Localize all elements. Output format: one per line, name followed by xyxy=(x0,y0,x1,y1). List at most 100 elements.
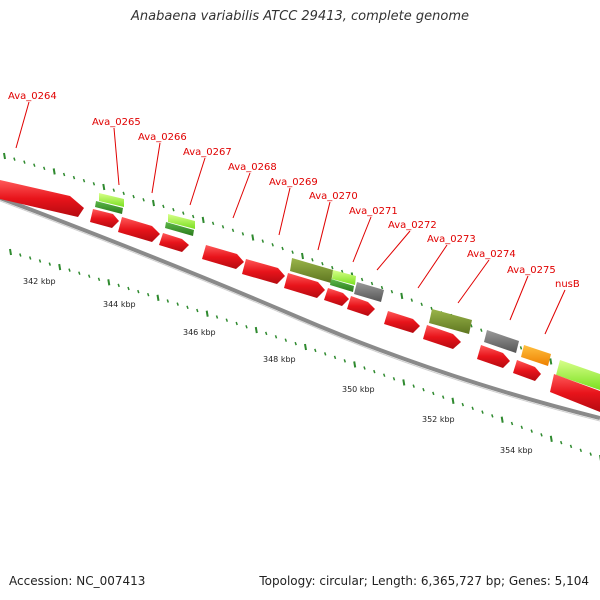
minor-tick xyxy=(470,324,473,328)
feature-dark-green[interactable] xyxy=(330,279,354,292)
genome-summary: Topology: circular; Length: 6,365,727 bp… xyxy=(259,574,589,588)
feature-lime[interactable] xyxy=(332,270,356,285)
minor-tick xyxy=(117,283,120,288)
minor-tick xyxy=(33,163,36,167)
feature-lime[interactable] xyxy=(168,214,195,229)
minor-tick xyxy=(221,225,225,229)
gene-label-nusb[interactable]: nusB xyxy=(555,279,580,290)
gene-arrow[interactable] xyxy=(159,233,189,252)
minor-tick xyxy=(510,421,514,426)
feature-gray[interactable] xyxy=(484,330,519,353)
minor-tick xyxy=(82,178,86,183)
gene-arrow[interactable] xyxy=(0,180,84,217)
gene-arrow[interactable] xyxy=(513,360,541,381)
major-tick xyxy=(500,416,504,423)
gene-label-ava-0268[interactable]: Ava_0268 xyxy=(228,162,277,173)
minor-tick xyxy=(42,166,46,171)
gene-arrow[interactable] xyxy=(384,311,420,333)
major-tick xyxy=(58,263,62,271)
minor-tick xyxy=(271,243,274,247)
feature-lime[interactable] xyxy=(99,193,124,207)
minor-tick xyxy=(142,198,145,202)
gene-arrow[interactable] xyxy=(284,273,325,298)
gene-arrow[interactable] xyxy=(423,325,461,349)
gene-label-ava-0274[interactable]: Ava_0274 xyxy=(467,249,516,260)
major-tick xyxy=(201,216,205,224)
minor-tick xyxy=(520,425,524,430)
gene-arrow[interactable] xyxy=(550,374,600,412)
gene-arrow[interactable] xyxy=(118,217,160,242)
minor-tick xyxy=(461,402,465,407)
minor-tick xyxy=(78,271,81,275)
feature-dark-green[interactable] xyxy=(95,201,123,214)
gene-label-ava-0264[interactable]: Ava_0264 xyxy=(8,91,57,102)
major-tick xyxy=(301,252,304,260)
major-tick xyxy=(549,358,553,365)
minor-tick xyxy=(264,331,268,336)
minor-tick xyxy=(19,253,22,257)
minor-tick xyxy=(176,302,179,306)
minor-tick xyxy=(48,262,52,266)
minor-tick xyxy=(132,194,135,199)
gene-label-ava-0265[interactable]: Ava_0265 xyxy=(92,117,141,128)
minor-tick xyxy=(294,341,297,346)
major-tick xyxy=(254,326,258,334)
minor-tick xyxy=(390,289,394,294)
feature-dark-green[interactable] xyxy=(165,222,194,236)
accession-label: Accession: NC_007413 xyxy=(9,574,146,588)
major-tick xyxy=(102,183,106,191)
gene-label-ava-0271[interactable]: Ava_0271 xyxy=(349,206,398,217)
minor-tick xyxy=(491,414,494,418)
features-reverse-strand xyxy=(90,209,600,412)
tick-label-344: 344 kbp xyxy=(103,300,136,309)
genome-title: Anabaena variabilis ATCC 29413, complete… xyxy=(131,9,469,24)
major-tick xyxy=(9,248,12,256)
gene-arrow[interactable] xyxy=(324,288,349,306)
features-forward-strand xyxy=(0,180,600,390)
minor-tick xyxy=(215,315,219,319)
major-tick xyxy=(549,435,553,442)
feature-olive[interactable] xyxy=(429,309,472,334)
minor-tick xyxy=(261,239,265,243)
minor-tick xyxy=(166,299,170,303)
minor-tick xyxy=(323,352,327,356)
minor-tick xyxy=(343,359,347,363)
gene-label-ava-0273[interactable]: Ava_0273 xyxy=(427,234,476,245)
feature-lime[interactable] xyxy=(556,360,600,390)
minor-tick xyxy=(331,265,334,270)
gene-label-ava-0275[interactable]: Ava_0275 xyxy=(507,265,556,276)
gene-label-ava-0269[interactable]: Ava_0269 xyxy=(269,177,318,188)
minor-tick xyxy=(559,440,563,445)
gene-label-ava-0267[interactable]: Ava_0267 xyxy=(183,147,232,158)
minor-tick xyxy=(530,429,533,433)
gene-label-ava-0266[interactable]: Ava_0266 xyxy=(138,132,187,143)
gene-labels: Ava_0264 Ava_0265 Ava_0266 Ava_0267 Ava_… xyxy=(8,91,580,290)
minor-tick xyxy=(370,281,374,286)
gene-label-ava-0270[interactable]: Ava_0270 xyxy=(309,191,358,202)
gene-label-ava-0272[interactable]: Ava_0272 xyxy=(388,220,437,231)
minor-tick xyxy=(68,268,71,272)
gene-arrow[interactable] xyxy=(477,345,510,368)
gene-arrow[interactable] xyxy=(242,259,285,284)
minor-tick xyxy=(127,286,130,291)
minor-tick xyxy=(480,328,483,332)
minor-tick xyxy=(245,325,248,329)
minor-tick xyxy=(211,221,215,226)
gene-arrow[interactable] xyxy=(90,209,119,228)
minor-tick xyxy=(235,321,238,326)
feature-orange[interactable] xyxy=(521,345,551,366)
major-tick xyxy=(400,292,404,300)
gene-arrow[interactable] xyxy=(347,296,375,316)
feature-gray[interactable] xyxy=(354,282,384,302)
major-tick xyxy=(451,397,455,404)
minor-tick xyxy=(28,256,32,260)
minor-tick xyxy=(481,410,484,414)
minor-tick xyxy=(122,191,125,196)
minor-tick xyxy=(92,182,96,186)
gene-arrow[interactable] xyxy=(202,245,244,269)
minor-tick xyxy=(146,292,150,297)
minor-tick xyxy=(569,444,573,449)
minor-tick xyxy=(62,172,66,177)
feature-olive[interactable] xyxy=(290,258,333,283)
